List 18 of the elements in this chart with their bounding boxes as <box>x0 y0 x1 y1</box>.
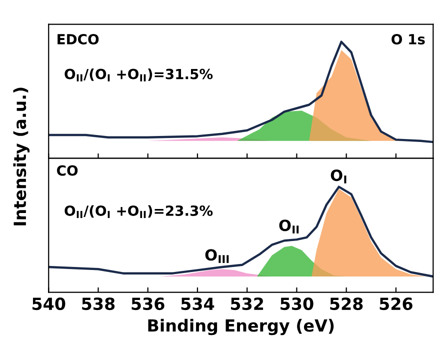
annotation: O$_{I}$ <box>330 170 346 184</box>
x-tick-label: 528 <box>330 297 363 310</box>
x-tick-label: 526 <box>380 297 412 310</box>
annotation: O$_{II}$/(O$_{I}$ +O$_{II}$)=31.5% <box>64 68 213 82</box>
annotation: O 1s <box>392 34 425 44</box>
x-tick-label: 536 <box>132 297 164 310</box>
x-tick-label: 538 <box>82 297 115 310</box>
x-axis-title: Binding Energy (eV) <box>148 318 334 336</box>
y-axis-title: Intensity (a.u.) <box>13 88 30 226</box>
annotation: O$_{III}$ <box>205 249 229 263</box>
x-tick-label: 534 <box>181 297 214 310</box>
text: CO <box>57 165 78 176</box>
x-tick-label: 530 <box>280 297 314 310</box>
annotation: O$_{II}$ <box>279 220 299 234</box>
x-tick-label: 540 <box>32 297 66 310</box>
annotation: EDCO <box>58 34 99 44</box>
annotation: O$_{II}$/(O$_{I}$ +O$_{II}$)=23.3% <box>64 205 213 218</box>
x-tick-label: 532 <box>230 297 264 310</box>
